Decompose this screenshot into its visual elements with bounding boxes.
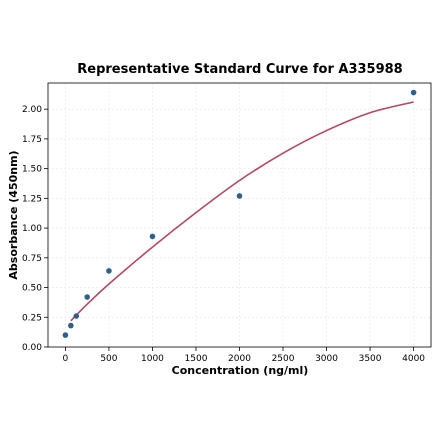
y-tick-label: 1.75	[22, 135, 42, 145]
x-tick-label: 3000	[315, 354, 338, 364]
grid-lines	[48, 83, 431, 348]
x-tick-label: 3500	[359, 354, 382, 364]
x-tick-label: 500	[100, 354, 117, 364]
y-tick-label: 0.25	[22, 313, 42, 323]
data-point	[149, 233, 156, 240]
data-point	[73, 313, 80, 319]
y-tick-label: 1.25	[22, 194, 42, 204]
x-tick-label: 2500	[272, 354, 295, 364]
chart-title: Representative Standard Curve for A33598…	[77, 62, 402, 77]
y-tick-label: 1.50	[22, 165, 42, 175]
data-points-layer	[62, 89, 417, 338]
x-tick-label: 2000	[228, 354, 251, 364]
y-tick-label: 1.00	[22, 224, 42, 234]
x-axis-ticks: 0 500 1000 1500 2000 2500 3000 3500 4000	[63, 347, 425, 364]
x-axis-label: Concentration (ng/ml)	[172, 364, 309, 377]
x-tick-label: 1500	[185, 354, 208, 364]
data-point	[68, 322, 74, 329]
y-tick-label: 0.00	[22, 343, 42, 353]
data-point	[62, 332, 69, 338]
data-point	[410, 89, 417, 96]
y-axis-ticks: 0.00 0.25 0.50 0.75 1.00 1.25 1.50 1.75 2.00	[22, 105, 48, 353]
data-point	[236, 193, 243, 199]
data-point	[106, 268, 112, 274]
y-axis-label: Absorbance (450nm)	[7, 150, 20, 279]
data-point	[84, 294, 90, 300]
y-tick-label: 0.75	[22, 254, 42, 264]
y-tick-label: 0.50	[22, 284, 42, 294]
y-tick-label: 2.00	[22, 105, 42, 115]
fit-curve-layer	[70, 101, 414, 322]
x-tick-label: 0	[63, 354, 69, 364]
fit-curve-line	[70, 101, 414, 322]
x-tick-label: 4000	[402, 354, 425, 364]
x-tick-label: 1000	[141, 354, 164, 364]
